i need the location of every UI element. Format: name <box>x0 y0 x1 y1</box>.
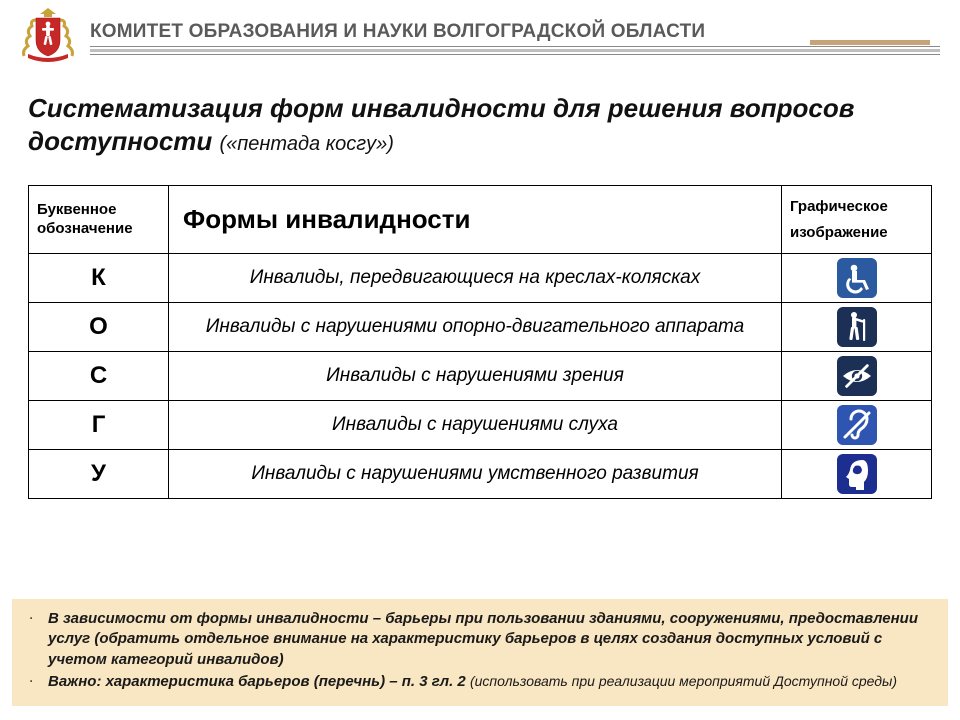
note-item: Важно: характеристика барьеров (перечнь)… <box>48 672 928 692</box>
hearing-loop-icon <box>837 405 877 445</box>
table-row: У Инвалиды с нарушениями умственного раз… <box>29 450 932 499</box>
note-item: В зависимости от формы инвалидности – ба… <box>48 609 928 670</box>
wheelchair-icon <box>837 258 877 298</box>
table-header-row: Буквенное обозначение Формы инвалидности… <box>29 186 932 254</box>
header-title: КОМИТЕТ ОБРАЗОВАНИЯ И НАУКИ ВОЛГОГРАДСКО… <box>90 21 705 43</box>
cell-icon <box>782 303 932 352</box>
col-header-forms: Формы инвалидности <box>169 186 782 254</box>
cell-desc: Инвалиды с нарушениями зрения <box>169 352 782 401</box>
cell-desc: Инвалиды с нарушениями опорно-двигательн… <box>169 303 782 352</box>
disability-forms-table: Буквенное обозначение Формы инвалидности… <box>28 185 932 499</box>
cell-letter: К <box>29 254 169 303</box>
cell-icon <box>782 401 932 450</box>
cell-icon <box>782 450 932 499</box>
cell-letter: Г <box>29 401 169 450</box>
cell-letter: О <box>29 303 169 352</box>
region-emblem-icon <box>18 6 78 62</box>
table-row: Г Инвалиды с нарушениями слуха <box>29 401 932 450</box>
cognitive-icon <box>837 454 877 494</box>
header-underline <box>90 46 940 55</box>
cell-icon <box>782 352 932 401</box>
note-text: Важно: характеристика барьеров (перечнь)… <box>48 673 470 690</box>
note-text-light: (использовать при реализации мероприятий… <box>470 673 897 689</box>
page-title-main: Систематизация форм инвалидности для реш… <box>28 93 854 156</box>
header-accent-tab <box>810 40 930 45</box>
table-row: С Инвалиды с нарушениями зрения <box>29 352 932 401</box>
cell-letter: С <box>29 352 169 401</box>
page-title: Систематизация форм инвалидности для реш… <box>28 92 932 157</box>
cell-desc: Инвалиды с нарушениями умственного разви… <box>169 450 782 499</box>
cell-letter: У <box>29 450 169 499</box>
col-header-icon: Графическое изображение <box>782 186 932 254</box>
cell-desc: Инвалиды с нарушениями слуха <box>169 401 782 450</box>
cell-desc: Инвалиды, передвигающиеся на креслах-кол… <box>169 254 782 303</box>
table-row: О Инвалиды с нарушениями опорно-двигател… <box>29 303 932 352</box>
page-title-paren: («пентада косгу») <box>220 133 394 155</box>
table-row: К Инвалиды, передвигающиеся на креслах-к… <box>29 254 932 303</box>
note-text: В зависимости от формы инвалидности – ба… <box>48 610 918 668</box>
notes-box: В зависимости от формы инвалидности – ба… <box>12 599 948 706</box>
low-vision-icon <box>837 356 877 396</box>
mobility-cane-icon <box>837 307 877 347</box>
cell-icon <box>782 254 932 303</box>
col-header-letter: Буквенное обозначение <box>29 186 169 254</box>
header-bar: КОМИТЕТ ОБРАЗОВАНИЯ И НАУКИ ВОЛГОГРАДСКО… <box>0 0 960 64</box>
